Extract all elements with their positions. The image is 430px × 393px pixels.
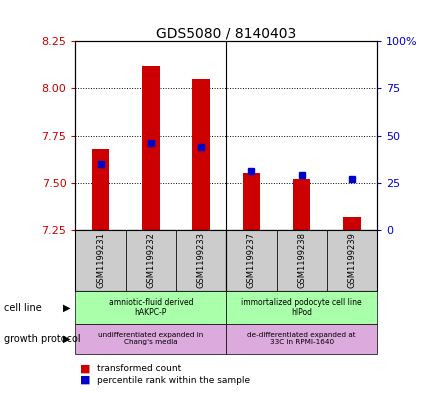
Bar bbox=[242, 173, 260, 230]
Bar bbox=[342, 217, 360, 230]
Text: GSM1199231: GSM1199231 bbox=[96, 232, 105, 288]
Text: ▶: ▶ bbox=[63, 303, 71, 312]
Bar bbox=[292, 179, 310, 230]
Text: ■: ■ bbox=[80, 363, 90, 373]
Bar bbox=[142, 66, 159, 230]
Text: GSM1199233: GSM1199233 bbox=[196, 232, 205, 288]
Text: growth protocol: growth protocol bbox=[4, 334, 81, 344]
Text: GSM1199237: GSM1199237 bbox=[246, 232, 255, 288]
Bar bbox=[192, 79, 209, 230]
Title: GDS5080 / 8140403: GDS5080 / 8140403 bbox=[156, 26, 296, 40]
Text: amniotic-fluid derived
hAKPC-P: amniotic-fluid derived hAKPC-P bbox=[108, 298, 193, 317]
Text: percentile rank within the sample: percentile rank within the sample bbox=[97, 376, 249, 384]
Text: undifferentiated expanded in
Chang's media: undifferentiated expanded in Chang's med… bbox=[98, 332, 203, 345]
Text: GSM1199239: GSM1199239 bbox=[347, 232, 356, 288]
Text: transformed count: transformed count bbox=[97, 364, 181, 373]
Text: de-differentiated expanded at
33C in RPMI-1640: de-differentiated expanded at 33C in RPM… bbox=[247, 332, 355, 345]
Text: GSM1199238: GSM1199238 bbox=[297, 232, 305, 288]
Bar bbox=[92, 149, 109, 230]
Text: GSM1199232: GSM1199232 bbox=[146, 232, 155, 288]
Text: ▶: ▶ bbox=[63, 334, 71, 344]
Text: cell line: cell line bbox=[4, 303, 42, 312]
Text: ■: ■ bbox=[80, 375, 90, 385]
Text: immortalized podocyte cell line
hIPod: immortalized podocyte cell line hIPod bbox=[241, 298, 361, 317]
